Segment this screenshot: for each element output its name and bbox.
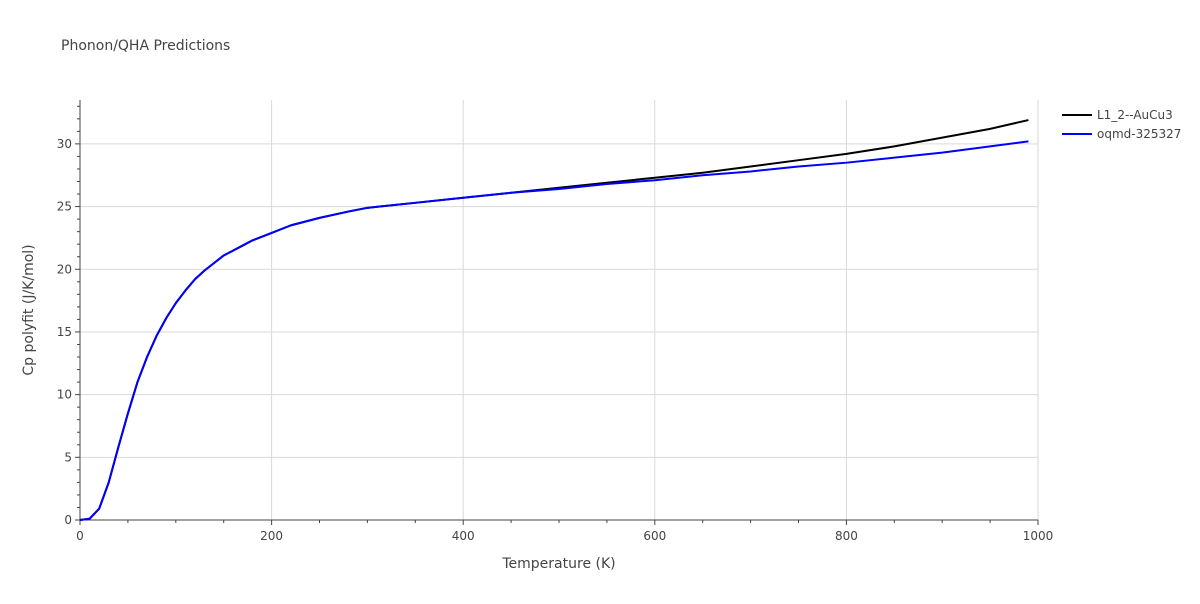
legend-label: L1_2--AuCu3 — [1097, 108, 1173, 122]
y-axis-title: Cp polyfit (J/K/mol) — [21, 244, 37, 375]
x-tick-label: 0 — [76, 529, 84, 543]
legend-item-2[interactable]: oqmd-325327 — [1062, 127, 1181, 141]
x-axis-title: Temperature (K) — [501, 556, 615, 572]
series-layer — [79, 119, 1029, 521]
y-tick-label: 30 — [57, 137, 72, 151]
series-line-2 — [79, 140, 1029, 521]
y-tick-label: 10 — [57, 388, 72, 402]
y-tick-label: 5 — [64, 450, 72, 464]
axes: 0 200 400 600 800 1000 0 5 10 15 20 25 30 — [57, 100, 1054, 543]
chart-title: Phonon/QHA Predictions — [61, 38, 230, 54]
y-tick-label: 25 — [57, 200, 72, 214]
legend[interactable]: L1_2--AuCu3 oqmd-325327 — [1062, 108, 1181, 141]
series-line-1 — [79, 119, 1029, 521]
x-tick-label: 800 — [835, 529, 858, 543]
x-tick-label: 1000 — [1023, 529, 1054, 543]
x-tick-label: 600 — [643, 529, 666, 543]
legend-item-1[interactable]: L1_2--AuCu3 — [1062, 108, 1173, 122]
legend-label: oqmd-325327 — [1097, 127, 1181, 141]
y-tick-label: 20 — [57, 262, 72, 276]
x-tick-label: 400 — [452, 529, 475, 543]
x-tick-label: 200 — [260, 529, 283, 543]
y-tick-label: 0 — [64, 513, 72, 527]
y-tick-label: 15 — [57, 325, 72, 339]
grid-lines — [80, 100, 1039, 520]
